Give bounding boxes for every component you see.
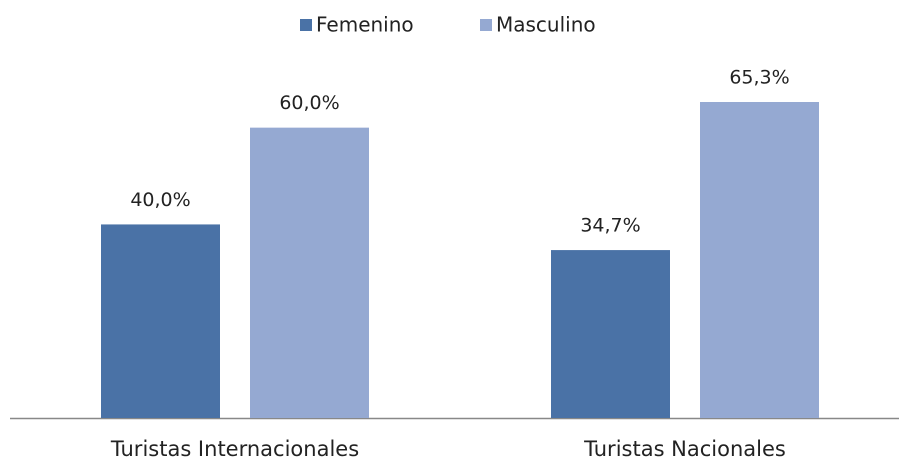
x-tick-label: Turistas Internacionales bbox=[110, 437, 359, 461]
legend-swatch bbox=[300, 19, 312, 31]
bar bbox=[250, 127, 369, 419]
bar bbox=[700, 102, 819, 418]
x-tick-label: Turistas Nacionales bbox=[583, 437, 786, 461]
data-label: 34,7% bbox=[580, 215, 640, 237]
data-label: 60,0% bbox=[279, 92, 339, 114]
legend-label: Femenino bbox=[316, 13, 414, 37]
legend-swatch bbox=[480, 19, 492, 31]
legend-label: Masculino bbox=[496, 13, 596, 37]
bar bbox=[101, 224, 220, 418]
data-label: 65,3% bbox=[729, 67, 789, 89]
data-label: 40,0% bbox=[130, 189, 190, 211]
bar bbox=[551, 250, 670, 418]
